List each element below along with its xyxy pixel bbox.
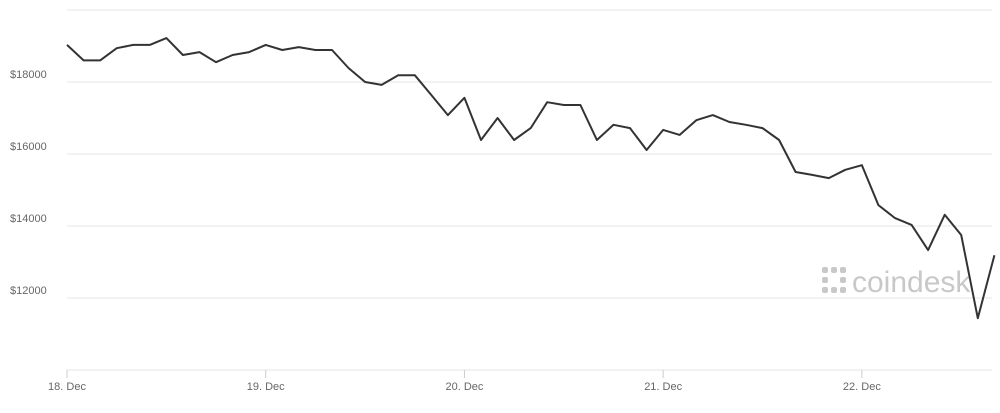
- watermark: coindesk: [852, 266, 971, 299]
- logo: [822, 267, 846, 293]
- x-tick-label: 20. Dec: [445, 381, 483, 393]
- y-tick-label: $18000: [10, 69, 47, 81]
- y-tick-label: $12000: [10, 285, 47, 297]
- x-tick-label: 18. Dec: [48, 381, 86, 393]
- y-tick-label: $14000: [10, 213, 47, 225]
- price-line: [66, 37, 996, 320]
- x-tick-label: 19. Dec: [247, 381, 285, 393]
- x-tick-label: 21. Dec: [644, 381, 682, 393]
- x-tick-label: 22. Dec: [843, 381, 881, 393]
- y-tick-label: $16000: [10, 141, 47, 153]
